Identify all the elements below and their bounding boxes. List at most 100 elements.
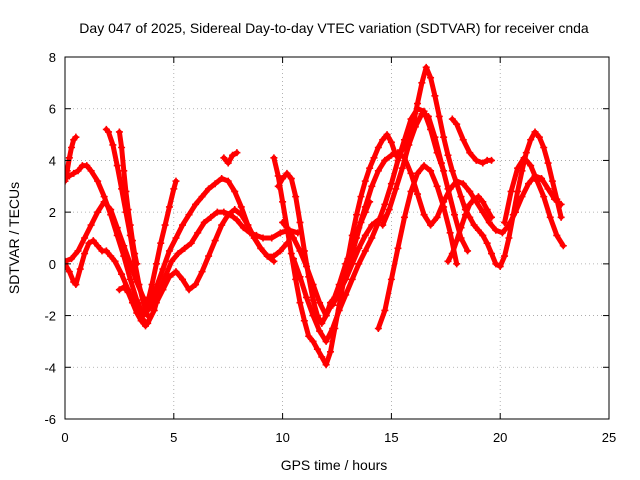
- data-point-marker: [165, 247, 173, 255]
- data-point-marker: [105, 128, 113, 136]
- data-point-marker: [368, 234, 376, 242]
- data-point-marker: [120, 242, 128, 250]
- data-point-marker: [485, 218, 493, 226]
- data-point-marker: [283, 224, 291, 232]
- y-tick-label: 0: [49, 257, 56, 272]
- data-point-marker: [453, 120, 461, 128]
- plot-frame: [64, 56, 610, 420]
- data-point-marker: [159, 286, 167, 294]
- series-sat-m: [289, 105, 448, 345]
- data-point-marker: [527, 162, 535, 170]
- data-point-marker: [540, 193, 548, 201]
- data-point-marker: [161, 221, 169, 229]
- data-point-marker: [68, 255, 76, 263]
- series-sat-s: [501, 154, 567, 250]
- data-point-marker: [305, 332, 313, 340]
- data-point-marker: [268, 234, 276, 242]
- data-point-marker: [292, 193, 300, 201]
- data-point-marker: [159, 265, 167, 273]
- data-point-marker: [263, 252, 271, 260]
- data-point-marker: [374, 167, 382, 175]
- axis-ticks: 0 5 10 15 20 25 -6 -4 -2 0 2 4 6 8: [44, 50, 616, 445]
- data-point-marker: [518, 193, 526, 201]
- data-point-marker: [514, 187, 522, 195]
- data-point-marker: [420, 211, 428, 219]
- data-point-marker: [270, 252, 278, 260]
- data-point-marker: [289, 234, 297, 242]
- data-point-marker: [100, 198, 108, 206]
- data-point-marker: [479, 159, 487, 167]
- data-point-marker: [448, 167, 456, 175]
- data-point-marker: [115, 128, 123, 136]
- data-point-marker: [374, 325, 382, 332]
- data-point-marker: [342, 260, 350, 268]
- data-point-marker: [361, 231, 369, 239]
- data-point-marker: [148, 281, 156, 289]
- data-point-marker: [411, 123, 419, 131]
- data-point-marker: [457, 224, 465, 232]
- data-point-marker: [329, 325, 337, 332]
- data-point-marker: [466, 213, 474, 221]
- data-point-marker: [533, 177, 541, 185]
- data-point-marker: [296, 247, 304, 255]
- data-point-marker: [292, 275, 300, 283]
- data-point-marker: [72, 133, 80, 141]
- data-point-marker: [198, 268, 206, 276]
- data-point-marker: [113, 224, 121, 232]
- data-point-marker: [387, 151, 395, 159]
- data-point-marker: [124, 288, 132, 296]
- data-point-marker: [472, 156, 480, 164]
- data-point-marker: [120, 283, 128, 291]
- data-point-marker: [74, 167, 82, 175]
- data-point-marker: [276, 229, 284, 237]
- data-point-marker: [172, 234, 180, 242]
- data-point-marker: [531, 128, 539, 136]
- data-point-marker: [257, 244, 265, 252]
- data-point-marker: [198, 193, 206, 201]
- data-point-marker: [270, 154, 278, 162]
- data-point-marker: [205, 185, 213, 193]
- series-sat-g: [115, 283, 150, 330]
- data-point-marker: [259, 234, 267, 242]
- data-point-marker: [407, 187, 415, 195]
- data-point-marker: [431, 92, 439, 100]
- series-layer: [65, 63, 567, 369]
- data-point-marker: [68, 144, 76, 151]
- data-point-marker: [444, 151, 452, 159]
- data-point-marker: [229, 151, 237, 159]
- plot-area: [65, 63, 567, 369]
- data-point-marker: [366, 164, 374, 172]
- data-point-marker: [381, 200, 389, 208]
- data-point-marker: [400, 136, 408, 144]
- data-point-marker: [70, 169, 78, 177]
- data-point-marker: [128, 237, 136, 245]
- data-point-marker: [194, 229, 202, 237]
- data-point-marker: [374, 144, 382, 151]
- data-point-marker: [398, 164, 406, 172]
- data-point-marker: [83, 162, 91, 170]
- data-point-marker: [559, 242, 567, 250]
- data-point-marker: [459, 136, 467, 144]
- data-point-marker: [322, 337, 330, 345]
- data-point-marker: [224, 159, 232, 167]
- data-point-marker: [207, 213, 215, 221]
- data-point-marker: [355, 260, 363, 268]
- data-point-marker: [131, 250, 139, 258]
- data-point-marker: [387, 138, 395, 146]
- series-trace: [502, 155, 566, 249]
- data-point-marker: [244, 221, 252, 229]
- data-point-marker: [152, 299, 160, 307]
- data-point-marker: [329, 301, 337, 309]
- data-point-marker: [94, 177, 102, 185]
- data-point-marker: [400, 213, 408, 221]
- series-sat-r: [444, 193, 495, 265]
- data-point-marker: [152, 283, 160, 291]
- data-point-marker: [81, 234, 89, 242]
- data-point-marker: [309, 296, 317, 304]
- data-point-marker: [492, 226, 500, 234]
- data-point-marker: [303, 262, 311, 270]
- data-point-marker: [231, 187, 239, 195]
- data-point-marker: [427, 221, 435, 229]
- y-tick-label: -4: [44, 360, 56, 375]
